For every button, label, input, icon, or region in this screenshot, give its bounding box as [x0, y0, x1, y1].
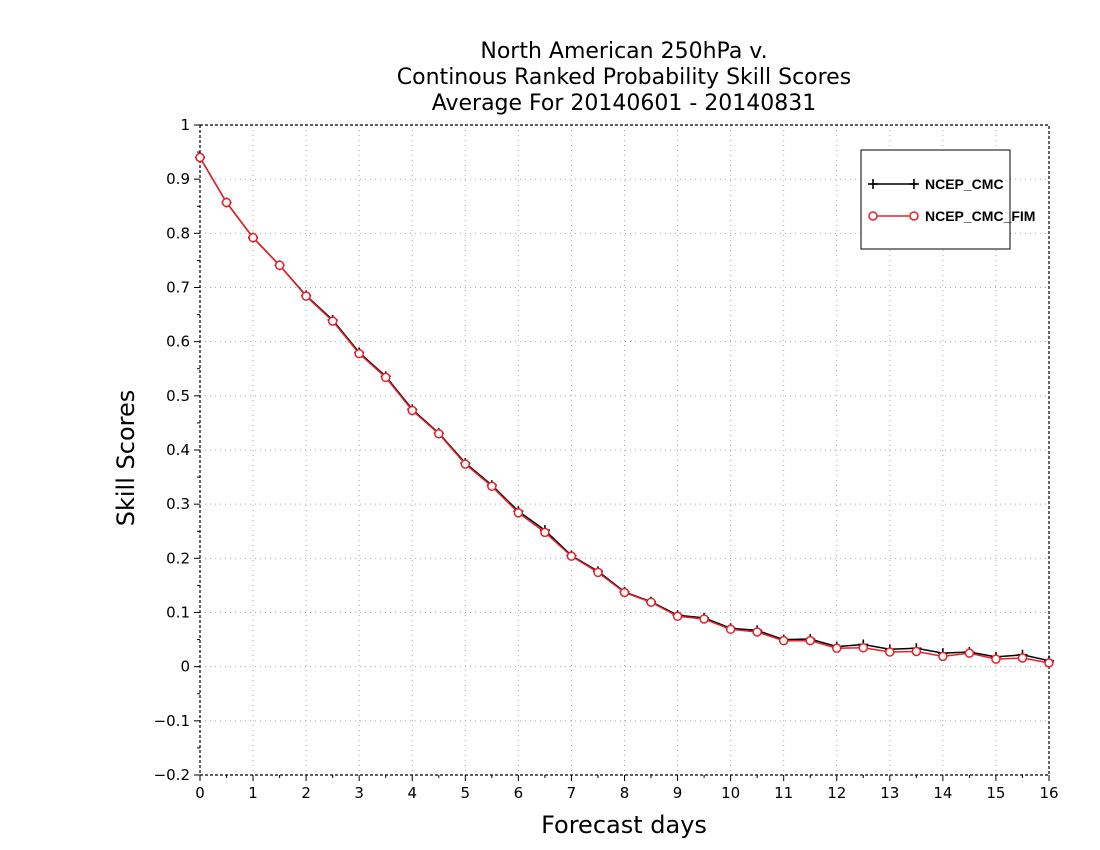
title-line-1: North American 250hPa v. — [480, 39, 767, 64]
x-tick-label: 9 — [673, 784, 683, 802]
legend-box — [860, 149, 1011, 250]
data-point — [885, 647, 895, 657]
data-point — [991, 654, 1001, 664]
data-point — [1017, 653, 1028, 663]
legend-marker — [909, 179, 919, 189]
data-point — [513, 508, 524, 518]
x-tick-labels: 0 1 2 3 4 5 6 7 8 9 10 11 12 13 14 15 16 — [195, 784, 1058, 802]
y-tick-label: 0.5 — [166, 387, 190, 405]
y-tick-label: −0.1 — [154, 712, 190, 730]
data-point — [646, 597, 656, 607]
legend-label: NCEP_CMC — [925, 176, 1004, 192]
legend-label: NCEP_CMC_FIM — [925, 208, 1035, 224]
y-tick-label: 1 — [180, 116, 190, 134]
x-tick-label: 16 — [1039, 784, 1058, 802]
x-tick-label: 5 — [461, 784, 471, 802]
data-point — [964, 648, 975, 658]
title-line-3: Average For 20140601 - 20140831 — [432, 91, 817, 116]
data-point — [911, 646, 922, 657]
x-tick-label: 7 — [567, 784, 577, 802]
data-point — [778, 635, 789, 646]
data-point — [672, 611, 683, 622]
data-point — [248, 232, 258, 243]
y-tick-label: 0.1 — [166, 604, 190, 622]
series-2 — [195, 152, 1054, 668]
x-tick-label: 8 — [620, 784, 630, 802]
series-layer — [195, 152, 1054, 668]
x-tick-label: 4 — [407, 784, 417, 802]
x-tick-label: 2 — [301, 784, 311, 802]
data-point — [380, 372, 391, 383]
data-point — [195, 152, 205, 163]
x-tick-label: 3 — [354, 784, 364, 802]
data-point — [221, 197, 232, 208]
legend-entries: NCEP_CMC NCEP_CMC_FIM — [868, 176, 1035, 224]
data-point — [540, 527, 550, 538]
y-tick-label: 0.4 — [166, 441, 190, 459]
data-point — [832, 643, 842, 653]
x-tick-label: 11 — [774, 784, 793, 802]
data-point — [460, 459, 471, 469]
legend-marker — [868, 179, 878, 189]
y-tick-label: 0.2 — [166, 549, 190, 567]
data-point — [858, 642, 869, 653]
data-point — [434, 429, 444, 439]
x-tick-label: 14 — [933, 784, 952, 802]
x-tick-label: 1 — [248, 784, 258, 802]
y-tick-label: 0 — [180, 658, 190, 676]
data-point — [619, 587, 630, 598]
legend-entry: NCEP_CMC — [868, 176, 1004, 192]
legend: NCEP_CMC NCEP_CMC_FIM — [860, 149, 1035, 250]
data-point — [327, 316, 338, 326]
data-point — [938, 651, 948, 662]
y-tick-label: 0.8 — [166, 224, 190, 242]
legend-marker — [868, 211, 878, 221]
data-point — [487, 481, 497, 492]
y-tick-label: 0.3 — [166, 495, 190, 513]
data-point — [725, 624, 736, 635]
y-tick-label: 0.9 — [166, 170, 190, 188]
x-tick-label: 13 — [880, 784, 899, 802]
title-line-2: Continous Ranked Probability Skill Score… — [397, 65, 851, 90]
data-point — [354, 348, 364, 359]
y-tick-label: 0.7 — [166, 279, 190, 297]
x-tick-label: 12 — [827, 784, 846, 802]
tick-marks — [194, 124, 1050, 781]
data-point — [566, 551, 577, 561]
data-point — [1044, 658, 1054, 668]
y-tick-labels: −0.2 −0.1 0 0.1 0.2 0.3 0.4 0.5 0.6 0.7 0.8 0.9 1 — [154, 116, 190, 784]
legend-entry: NCEP_CMC_FIM — [868, 208, 1035, 224]
data-point — [699, 614, 709, 624]
y-axis-title: Skill Scores — [112, 390, 140, 527]
data-point — [274, 260, 285, 271]
x-tick-label: 0 — [195, 784, 205, 802]
y-tick-label: 0.6 — [166, 333, 190, 351]
x-tick-label: 6 — [514, 784, 524, 802]
data-point — [805, 635, 815, 646]
data-point — [593, 567, 603, 578]
data-point — [407, 405, 417, 416]
x-tick-label: 10 — [721, 784, 740, 802]
legend-marker — [909, 211, 919, 221]
data-point — [752, 627, 762, 637]
data-point — [301, 291, 311, 301]
y-tick-label: −0.2 — [154, 766, 190, 784]
chart-title: North American 250hPa v. Continous Ranke… — [397, 39, 851, 116]
x-tick-label: 15 — [986, 784, 1005, 802]
grid — [200, 125, 1049, 775]
x-axis-title: Forecast days — [541, 811, 707, 839]
